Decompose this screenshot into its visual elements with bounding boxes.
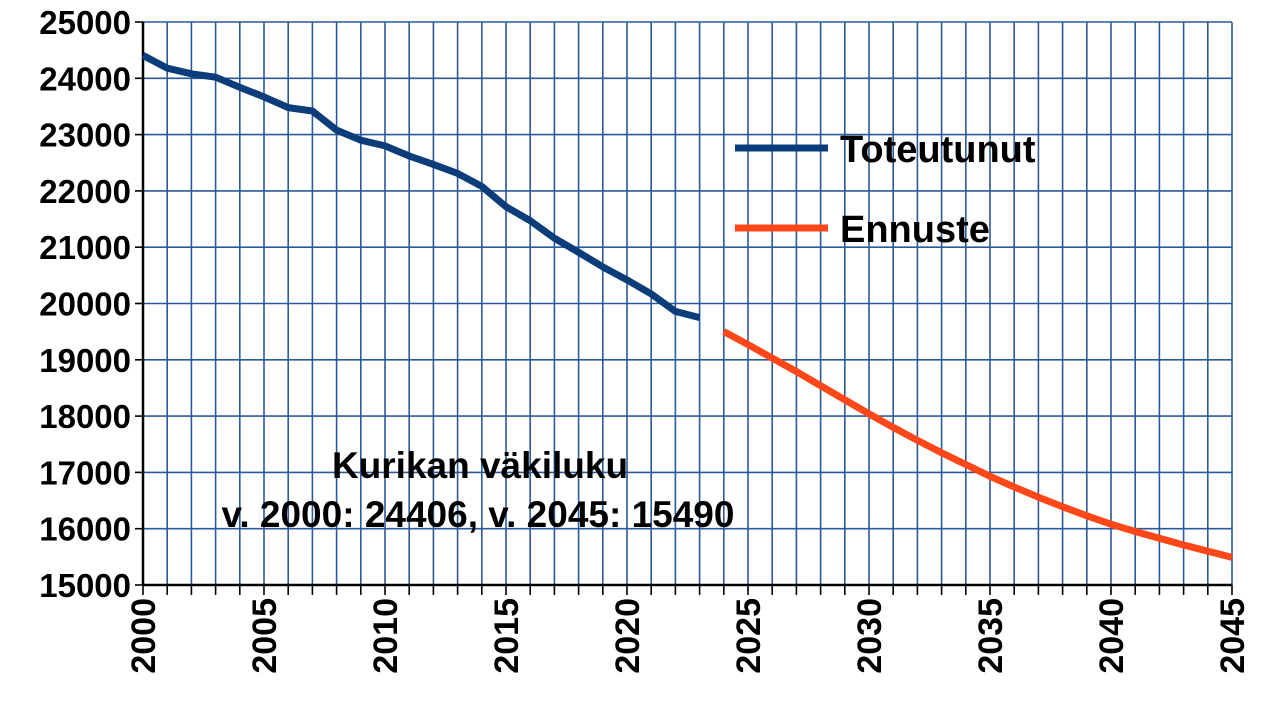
y-tick-label: 24000 [39,60,131,97]
chart-grid [135,21,1233,595]
annotation-title: Kurikan väkiluku [332,445,628,486]
y-tick-label: 21000 [39,229,131,266]
x-tick-label: 2010 [367,598,405,674]
x-tick-label: 2015 [488,598,526,674]
chart-legend: Toteutunut Ennuste [735,129,1036,251]
y-tick-label: 20000 [39,286,131,323]
x-tick-label: 2000 [125,598,163,674]
legend-label-toteutunut: Toteutunut [840,129,1036,171]
legend-label-ennuste: Ennuste [840,209,990,251]
annotation-values: v. 2000: 24406, v. 2045: 15490 [222,494,735,535]
x-tick-label: 2025 [730,598,768,674]
y-axis-ticks: 15000 16000 17000 18000 19000 20000 21000 22000… [39,4,131,604]
y-tick-label: 23000 [39,117,131,154]
y-tick-label: 25000 [39,4,131,41]
series-line-ennuste [722,328,1233,561]
y-tick-label: 16000 [39,511,131,548]
y-tick-label: 17000 [39,454,131,491]
chart-series [141,52,1233,561]
x-tick-label: 2005 [246,598,284,674]
x-axis-ticks: 2000 2005 2010 2015 2020 2025 2030 2035 2040 2045 [125,598,1252,674]
x-tick-label: 2020 [609,598,647,674]
x-tick-label: 2040 [1093,598,1131,674]
x-tick-label: 2030 [851,598,889,674]
y-tick-label: 18000 [39,398,131,435]
chart-annotation: Kurikan väkiluku v. 2000: 24406, v. 2045… [222,445,735,535]
y-tick-label: 19000 [39,342,131,379]
series-line-toteutunut [141,52,701,321]
y-tick-label: 15000 [39,567,131,604]
x-tick-label: 2045 [1214,598,1252,674]
y-tick-label: 22000 [39,173,131,210]
x-tick-label: 2035 [972,598,1010,674]
